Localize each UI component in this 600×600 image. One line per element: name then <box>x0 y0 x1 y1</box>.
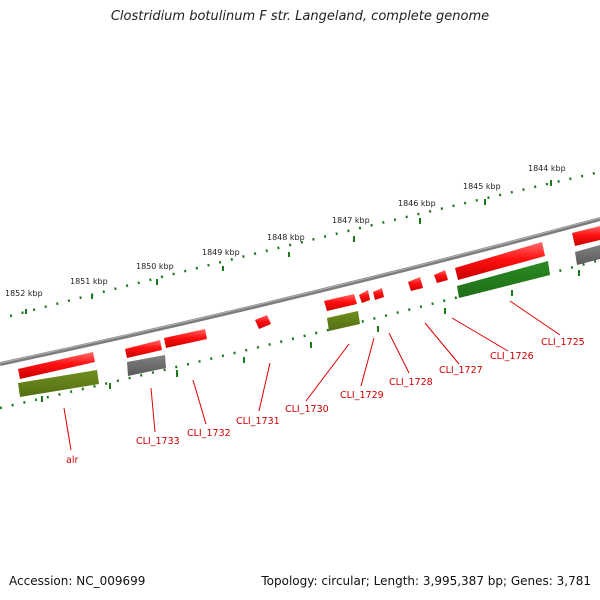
forward-genes <box>18 226 600 379</box>
gene-label-cli1729[interactable]: CLI_1729 <box>340 390 384 401</box>
gene-cli1725-reverse-bar[interactable] <box>575 245 600 265</box>
leader-cli1726 <box>451 317 509 352</box>
kbp-label-1847: 1847 kbp <box>332 216 370 225</box>
gene-cli1730-forward-bar[interactable] <box>324 294 357 311</box>
genome-title: Clostridium botulinum F str. Langeland, … <box>110 9 490 24</box>
kbp-label-1849: 1849 kbp <box>202 248 240 257</box>
gene-cli1726-reverse-bar[interactable] <box>457 261 550 298</box>
gene-label-cli1732[interactable]: CLI_1732 <box>187 428 231 439</box>
accession-text: Accession: NC_009699 <box>9 574 146 588</box>
lower-major-ticks <box>41 270 580 402</box>
leader-cli1727 <box>424 322 460 365</box>
gene-cli1732-forward-bar[interactable] <box>164 329 207 348</box>
gene-cli1729-forward-bar[interactable] <box>359 290 370 303</box>
gene-cli1726-forward-bar[interactable] <box>455 242 545 280</box>
kbp-label-1844: 1844 kbp <box>528 164 566 173</box>
kbp-label-1848: 1848 kbp <box>267 233 305 242</box>
gene-cli1727-forward-bar[interactable] <box>408 277 423 291</box>
gene-label-cli1733[interactable]: CLI_1733 <box>136 436 180 447</box>
kbp-label-1846: 1846 kbp <box>398 199 436 208</box>
genome-backbone <box>0 217 600 366</box>
leader-cli1725 <box>509 300 561 336</box>
leader-cli1729 <box>360 337 375 387</box>
gene-label-cli1730[interactable]: CLI_1730 <box>285 404 329 415</box>
kbp-label-1852: 1852 kbp <box>5 289 43 298</box>
gene-label-cli1725[interactable]: CLI_1725 <box>541 337 585 348</box>
gene-cli1733-forward-bar[interactable] <box>125 340 162 358</box>
leader-cli1728 <box>388 332 410 374</box>
gene-label-alr[interactable]: alr <box>66 455 78 466</box>
upper-major-ticks <box>25 180 552 314</box>
gene-alr-reverse-bar[interactable] <box>18 370 99 397</box>
kbp-label-1845: 1845 kbp <box>463 182 501 191</box>
gene-cli1725-forward-bar[interactable] <box>572 226 600 246</box>
kbp-label-1851: 1851 kbp <box>70 277 108 286</box>
leader-cli1731 <box>258 362 271 412</box>
genome-backbone-highlight <box>0 217 600 364</box>
genome-summary-text: Topology: circular; Length: 3,995,387 bp… <box>261 574 591 588</box>
leader-cli1733 <box>150 387 156 433</box>
gene-label-cli1726[interactable]: CLI_1726 <box>490 351 534 362</box>
leader-cli1732 <box>192 379 207 425</box>
gene-cli1733-reverse-bar[interactable] <box>127 355 166 376</box>
gene-alr-forward-bar[interactable] <box>18 352 95 379</box>
gene-label-cli1728[interactable]: CLI_1728 <box>389 377 433 388</box>
gene-label-cli1727[interactable]: CLI_1727 <box>439 365 483 376</box>
reverse-genes <box>18 245 600 397</box>
gene-cli1726-small-forward-bar[interactable] <box>434 270 448 283</box>
gene-cli1731-forward-bar[interactable] <box>255 315 271 329</box>
leader-cli1730 <box>305 343 350 402</box>
gene-leader-lines <box>63 300 561 451</box>
gene-cli1728-forward-bar[interactable] <box>373 288 384 300</box>
leader-alr <box>63 407 72 451</box>
gene-label-cli1731[interactable]: CLI_1731 <box>236 416 280 427</box>
kbp-label-1850: 1850 kbp <box>136 262 174 271</box>
gene-cli1730-reverse-bar[interactable] <box>327 311 360 331</box>
